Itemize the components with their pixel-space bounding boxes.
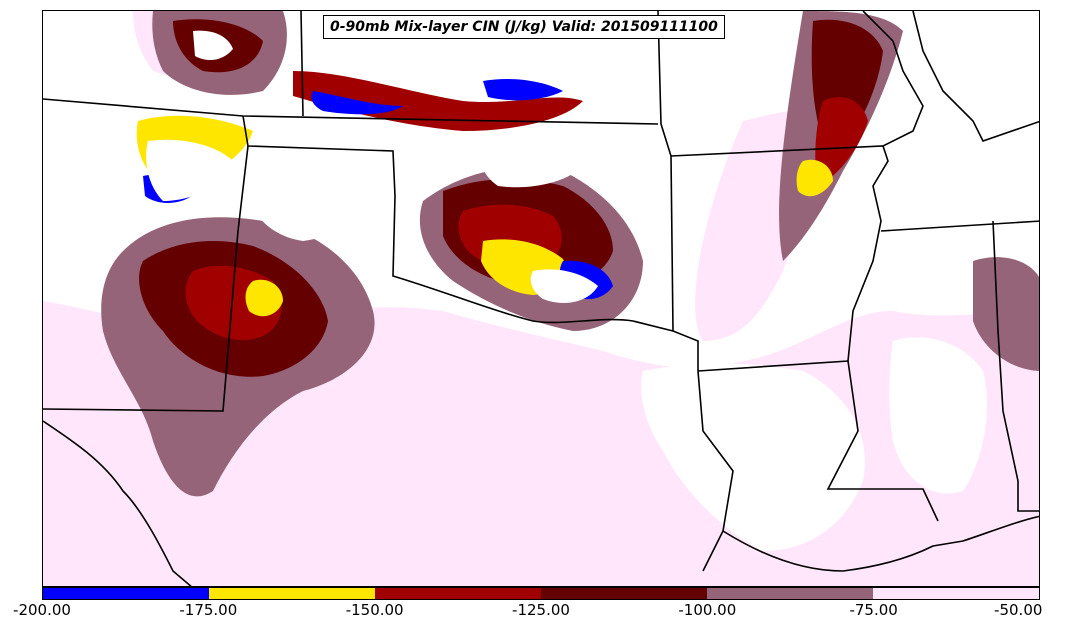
- cin-region-none: [530, 269, 598, 303]
- map-title: 0-90mb Mix-layer CIN (J/kg) Valid: 20150…: [323, 15, 725, 39]
- colorbar-tick-label: -125.00: [512, 601, 570, 619]
- colorbar-segment: [43, 588, 209, 599]
- cin-map: [43, 11, 1039, 586]
- state-boundaries: [43, 11, 1039, 586]
- cin-region-red: [293, 71, 583, 131]
- cin-region-none: [193, 30, 233, 61]
- cin-region-none: [146, 139, 233, 201]
- cin-region-blue: [311, 91, 403, 115]
- cin-region-none: [481, 149, 588, 188]
- colorbar-tick-label: -150.00: [345, 601, 404, 619]
- boundary-line: [657, 11, 699, 371]
- boundary-line: [697, 370, 734, 572]
- colorbar-segment: [375, 588, 541, 599]
- boundary-line: [862, 11, 924, 147]
- colorbar-segment: [707, 588, 873, 599]
- boundary-line: [300, 11, 304, 117]
- boundary-line: [722, 515, 1039, 572]
- boundary-line: [992, 220, 1039, 512]
- boundary-line: [826, 360, 939, 522]
- cin-shading: [43, 11, 1039, 586]
- colorbar-tick-label: -200.00: [13, 601, 71, 619]
- cin-region-blue: [483, 79, 563, 101]
- boundary-line: [392, 195, 674, 332]
- boundary-line: [242, 115, 396, 197]
- colorbar-segment: [209, 588, 375, 599]
- boundary-line: [912, 11, 1039, 142]
- cin-region-none: [243, 147, 393, 241]
- colorbar-tick-label: -75.00: [849, 601, 898, 619]
- boundary-line: [670, 145, 889, 372]
- map-panel: [42, 10, 1040, 587]
- colorbar: [42, 587, 1040, 600]
- cin-region-none: [889, 337, 987, 494]
- colorbar-segment: [541, 588, 707, 599]
- boundary-line: [43, 145, 249, 412]
- colorbar-tick-label: -50.00: [994, 601, 1043, 619]
- cin-region-red: [815, 97, 868, 186]
- cin-region-yellow: [796, 159, 833, 197]
- colorbar-tick-label: -175.00: [179, 601, 238, 619]
- cin-region-none: [641, 363, 865, 551]
- colorbar-segment: [873, 588, 1039, 599]
- boundary-line: [43, 420, 192, 586]
- colorbar-tick-label: -100.00: [678, 601, 737, 619]
- boundary-line: [880, 220, 1039, 232]
- cin-region-yellow: [245, 279, 283, 317]
- cin-region-mauve: [973, 257, 1039, 371]
